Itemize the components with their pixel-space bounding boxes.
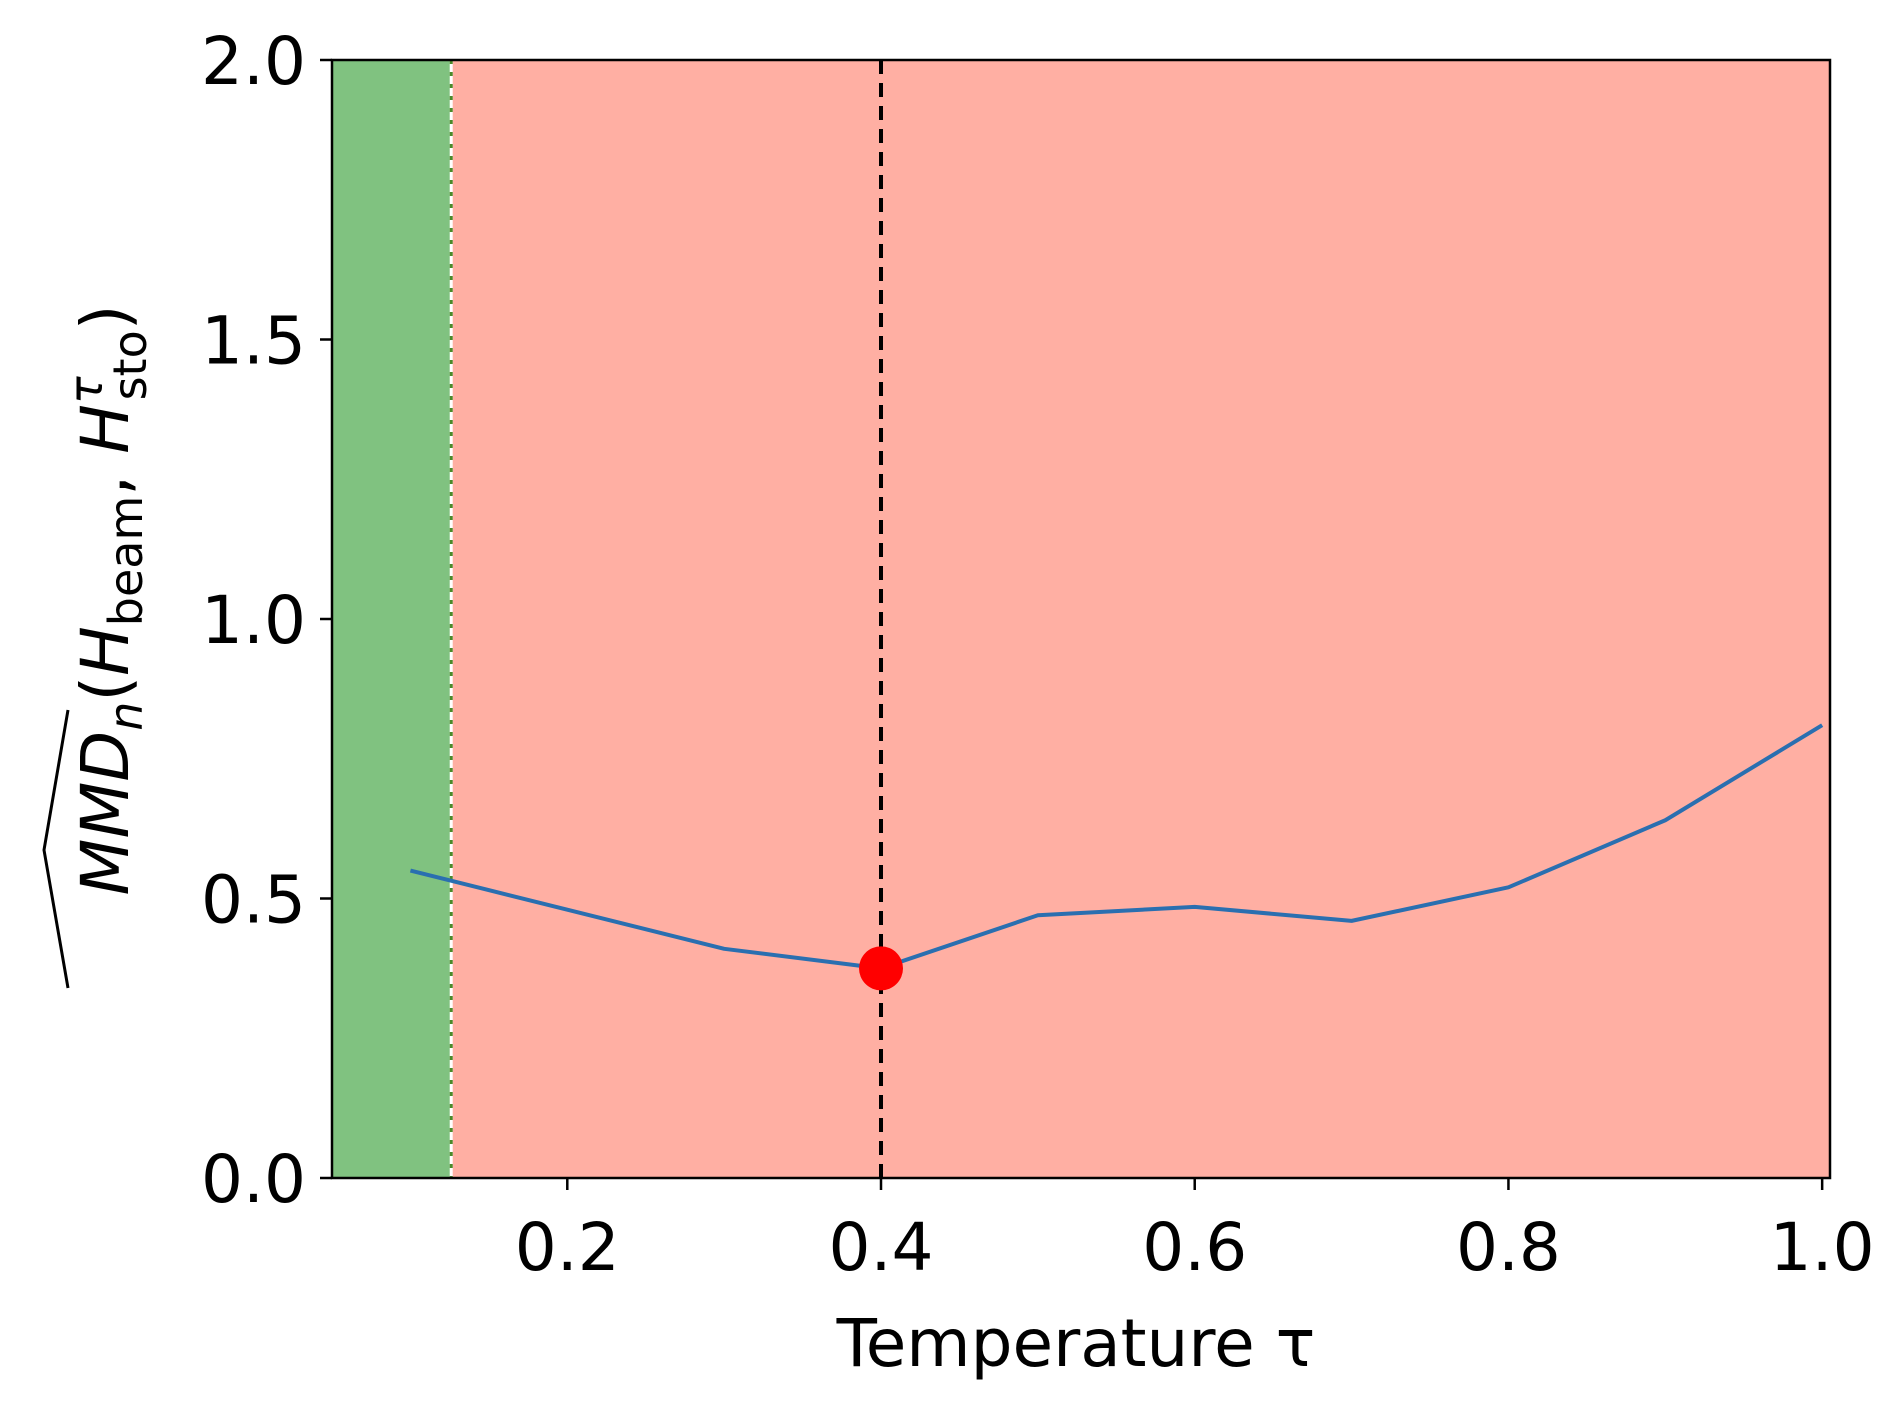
ylabel-comma: , bbox=[67, 454, 144, 496]
svg-text:MMDn(Hbeam, Hτsto): MMDn(Hbeam, Hτsto) bbox=[59, 305, 157, 896]
chart-marks bbox=[409, 60, 1824, 1178]
ylabel-h-beam: H bbox=[67, 626, 144, 676]
ylabel-mmd: MMD bbox=[67, 731, 144, 896]
y-tick-label: 0.5 bbox=[201, 862, 306, 939]
red-region bbox=[451, 60, 1831, 1178]
ylabel-hat bbox=[42, 709, 70, 989]
x-tick-label: 0.2 bbox=[515, 1209, 620, 1286]
minimum-point-marker bbox=[859, 946, 904, 991]
y-tick-label: 0.0 bbox=[201, 1141, 306, 1218]
series-line-0 bbox=[409, 723, 1824, 971]
ylabel-sub-beam: beam bbox=[99, 496, 153, 627]
x-tick-label: 1.0 bbox=[1770, 1209, 1875, 1286]
x-axis-label: Temperature τ bbox=[836, 1305, 1316, 1382]
ylabel-sub-sto: sto bbox=[103, 330, 157, 400]
ylabel-h-sto: H bbox=[67, 404, 144, 454]
axis-ticks: 0.2 0.4 0.6 0.8 1.0 0.0 0.5 1.0 1.5 2.0 bbox=[201, 23, 1875, 1286]
ylabel-close-paren: ) bbox=[67, 305, 144, 331]
ylabel-open-paren: ( bbox=[67, 676, 144, 702]
y-tick-label: 2.0 bbox=[201, 23, 306, 100]
ylabel-sup-tau: τ bbox=[59, 376, 113, 404]
y-axis-label: MMDn(Hbeam, Hτsto) bbox=[42, 305, 157, 989]
y-tick-label: 1.0 bbox=[201, 582, 306, 659]
background-regions bbox=[332, 60, 1831, 1178]
green-region bbox=[332, 60, 452, 1178]
x-tick-label: 0.4 bbox=[829, 1209, 934, 1286]
ylabel-sub-n: n bbox=[99, 702, 153, 731]
x-tick-label: 0.6 bbox=[1142, 1209, 1247, 1286]
y-tick-label: 1.5 bbox=[201, 303, 306, 380]
x-tick-label: 0.8 bbox=[1456, 1209, 1561, 1286]
